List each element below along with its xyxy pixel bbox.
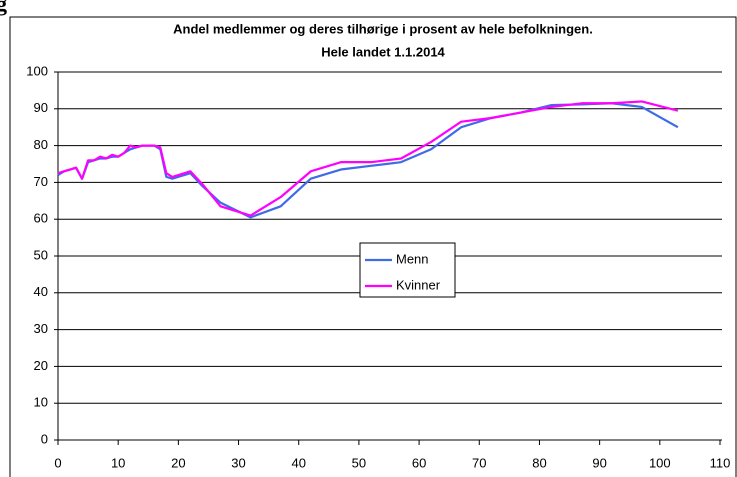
x-tick-label: 100 [649,455,671,470]
y-tick-label: 50 [34,247,48,262]
y-tick-label: 90 [34,100,48,115]
y-tick-label: 10 [34,395,48,410]
y-tick-label: 60 [34,211,48,226]
x-tick-label: 110 [710,455,731,470]
chart-subtitle: Hele landet 1.1.2014 [321,44,445,59]
y-tick-label: 40 [34,284,48,299]
legend-label: Kvinner [396,277,441,292]
chart-border [9,16,737,477]
line-series [57,102,679,219]
chart-title: Andel medlemmer og deres tilhørige i pro… [173,21,593,36]
x-tick-label: 0 [54,455,61,470]
y-tick-label: 70 [34,174,48,189]
x-tick-label: 10 [111,455,125,470]
y-tick-label: 20 [34,358,48,373]
legend-label: Menn [396,251,429,266]
x-tick-label: 80 [532,455,546,470]
x-tick-label: 30 [231,455,245,470]
x-tick-label: 20 [171,455,185,470]
line-series [57,100,679,217]
x-tick-label: 40 [291,455,305,470]
y-tick-label: 0 [41,431,48,446]
legend-box [359,242,456,298]
x-tick-label: 50 [352,455,366,470]
x-tick-label: 90 [592,455,606,470]
y-tick-label: 100 [26,63,48,78]
x-tick-label: 60 [412,455,426,470]
y-tick-label: 30 [34,321,48,336]
y-tick-label: 80 [34,137,48,152]
x-tick-label: 70 [472,455,486,470]
heading: g [0,0,7,16]
